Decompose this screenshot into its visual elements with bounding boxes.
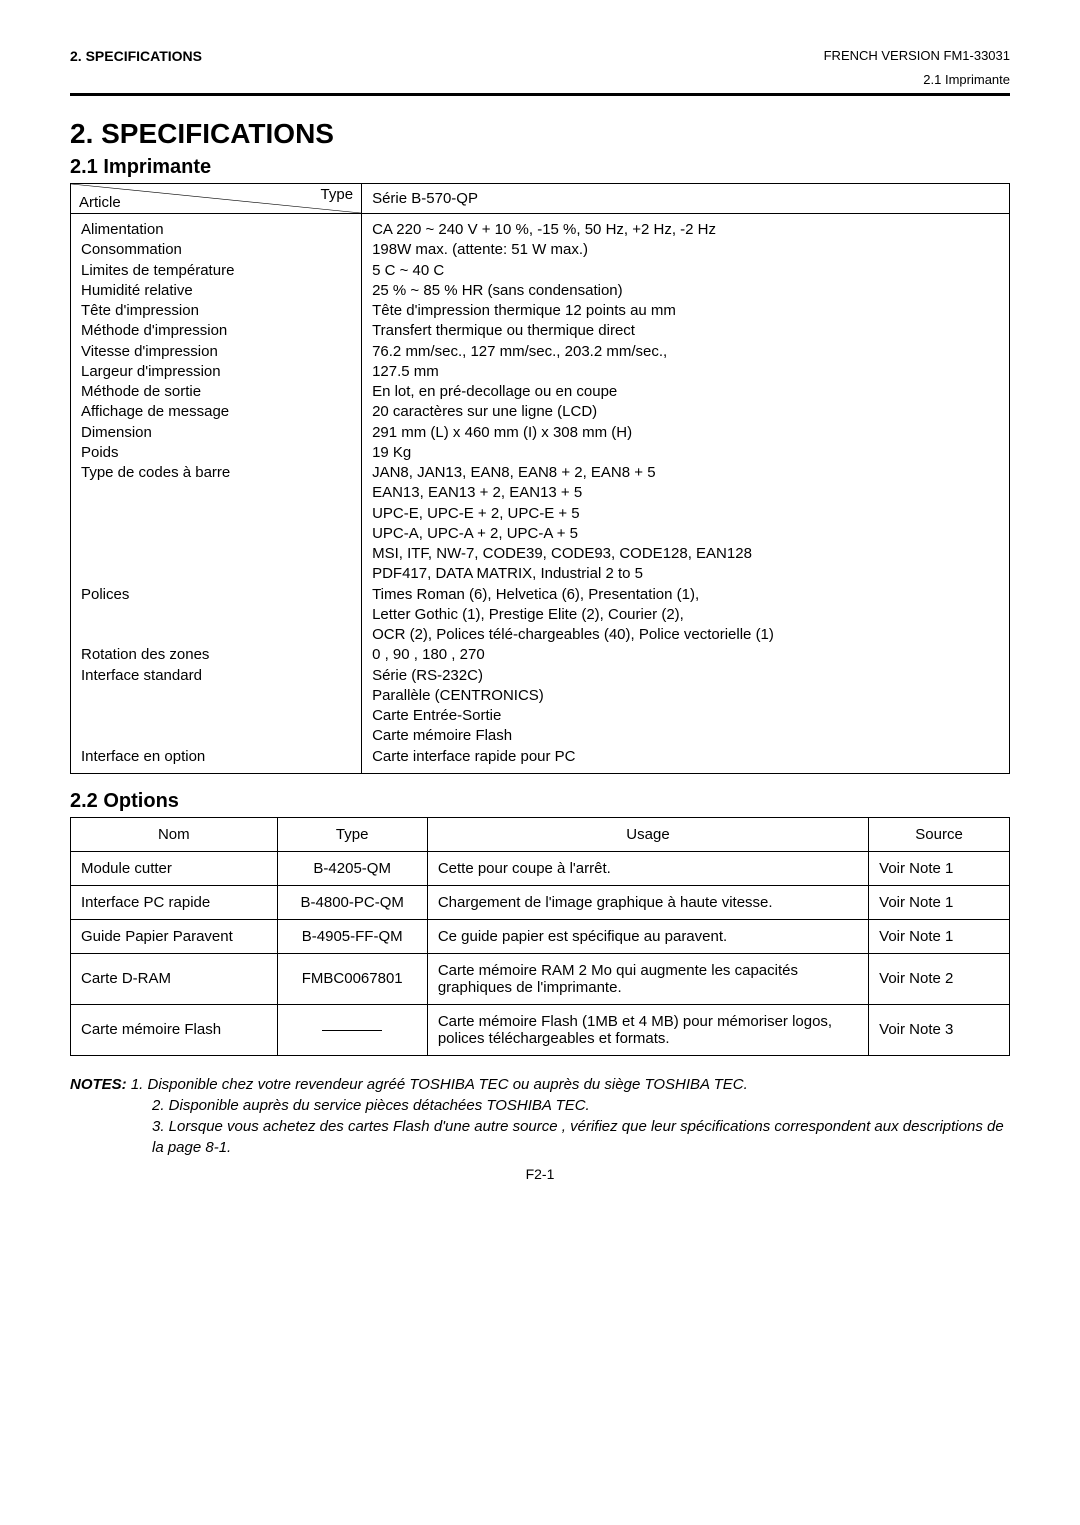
options-cell-nom: Interface PC rapide — [71, 885, 278, 919]
options-cell-usage: Carte mémoire Flash (1MB et 4 MB) pour m… — [427, 1004, 868, 1055]
notes-item-1: 1. Disponible chez votre revendeur agréé… — [131, 1076, 748, 1093]
spec-left-col: AlimentationConsommationLimites de tempé… — [71, 214, 362, 774]
spec-table: Type Article Série B-570-QP Alimentation… — [70, 183, 1010, 774]
options-cell-type: B-4800-PC-QM — [277, 885, 427, 919]
options-cell-nom: Guide Papier Paravent — [71, 919, 278, 953]
options-row: Interface PC rapideB-4800-PC-QMChargemen… — [71, 885, 1010, 919]
section-2-2-heading: 2.2 Options — [70, 790, 1010, 813]
options-th-usage: Usage — [427, 817, 868, 851]
header-section: 2. SPECIFICATIONS — [70, 48, 202, 64]
options-cell-type: FMBC0067801 — [277, 953, 427, 1004]
options-row: Guide Papier ParaventB-4905-FF-QMCe guid… — [71, 919, 1010, 953]
options-cell-type — [277, 1004, 427, 1055]
options-cell-usage: Ce guide papier est spécifique au parave… — [427, 919, 868, 953]
options-header-row: Nom Type Usage Source — [71, 817, 1010, 851]
options-cell-type: B-4905-FF-QM — [277, 919, 427, 953]
options-cell-source: Voir Note 1 — [869, 851, 1010, 885]
dash-icon — [322, 1030, 382, 1031]
options-cell-source: Voir Note 2 — [869, 953, 1010, 1004]
options-th-type: Type — [277, 817, 427, 851]
options-table: Nom Type Usage Source Module cutterB-420… — [70, 817, 1010, 1056]
spec-right-col: CA 220 ~ 240 V + 10 %, -15 %, 50 Hz, +2 … — [362, 214, 1010, 774]
spec-diag-cell: Type Article — [71, 184, 362, 214]
section-2-1-heading: 2.1 Imprimante — [70, 156, 1010, 179]
options-row: Carte mémoire Flash Carte mémoire Flash (… — [71, 1004, 1010, 1055]
options-cell-nom: Carte mémoire Flash — [71, 1004, 278, 1055]
page-header: 2. SPECIFICATIONS FRENCH VERSION FM1-330… — [70, 48, 1010, 64]
options-row: Module cutterB-4205-QMCette pour coupe à… — [71, 851, 1010, 885]
options-cell-source: Voir Note 3 — [869, 1004, 1010, 1055]
options-cell-usage: Cette pour coupe à l'arrêt. — [427, 851, 868, 885]
options-cell-usage: Carte mémoire RAM 2 Mo qui augmente les … — [427, 953, 868, 1004]
notes-block: NOTES: 1. Disponible chez votre revendeu… — [70, 1074, 1010, 1158]
options-th-nom: Nom — [71, 817, 278, 851]
options-th-source: Source — [869, 817, 1010, 851]
notes-label: NOTES: — [70, 1076, 127, 1093]
options-cell-usage: Chargement de l'image graphique à haute … — [427, 885, 868, 919]
page-title: 2. SPECIFICATIONS — [70, 118, 1010, 150]
page-footer: F2-1 — [70, 1166, 1010, 1182]
options-cell-nom: Carte D-RAM — [71, 953, 278, 1004]
spec-header-right: Série B-570-QP — [362, 184, 1010, 214]
options-cell-source: Voir Note 1 — [869, 885, 1010, 919]
header-rule — [70, 93, 1010, 96]
diag-label-type: Type — [321, 186, 354, 203]
diag-label-article: Article — [79, 194, 121, 211]
header-docref: FRENCH VERSION FM1-33031 — [824, 48, 1010, 64]
notes-item-2: 2. Disponible auprès du service pièces d… — [70, 1095, 1010, 1116]
header-sub: 2.1 Imprimante — [70, 72, 1010, 87]
notes-item-3: 3. Lorsque vous achetez des cartes Flash… — [70, 1116, 1010, 1158]
options-cell-source: Voir Note 1 — [869, 919, 1010, 953]
options-cell-type: B-4205-QM — [277, 851, 427, 885]
options-row: Carte D-RAMFMBC0067801Carte mémoire RAM … — [71, 953, 1010, 1004]
options-cell-nom: Module cutter — [71, 851, 278, 885]
